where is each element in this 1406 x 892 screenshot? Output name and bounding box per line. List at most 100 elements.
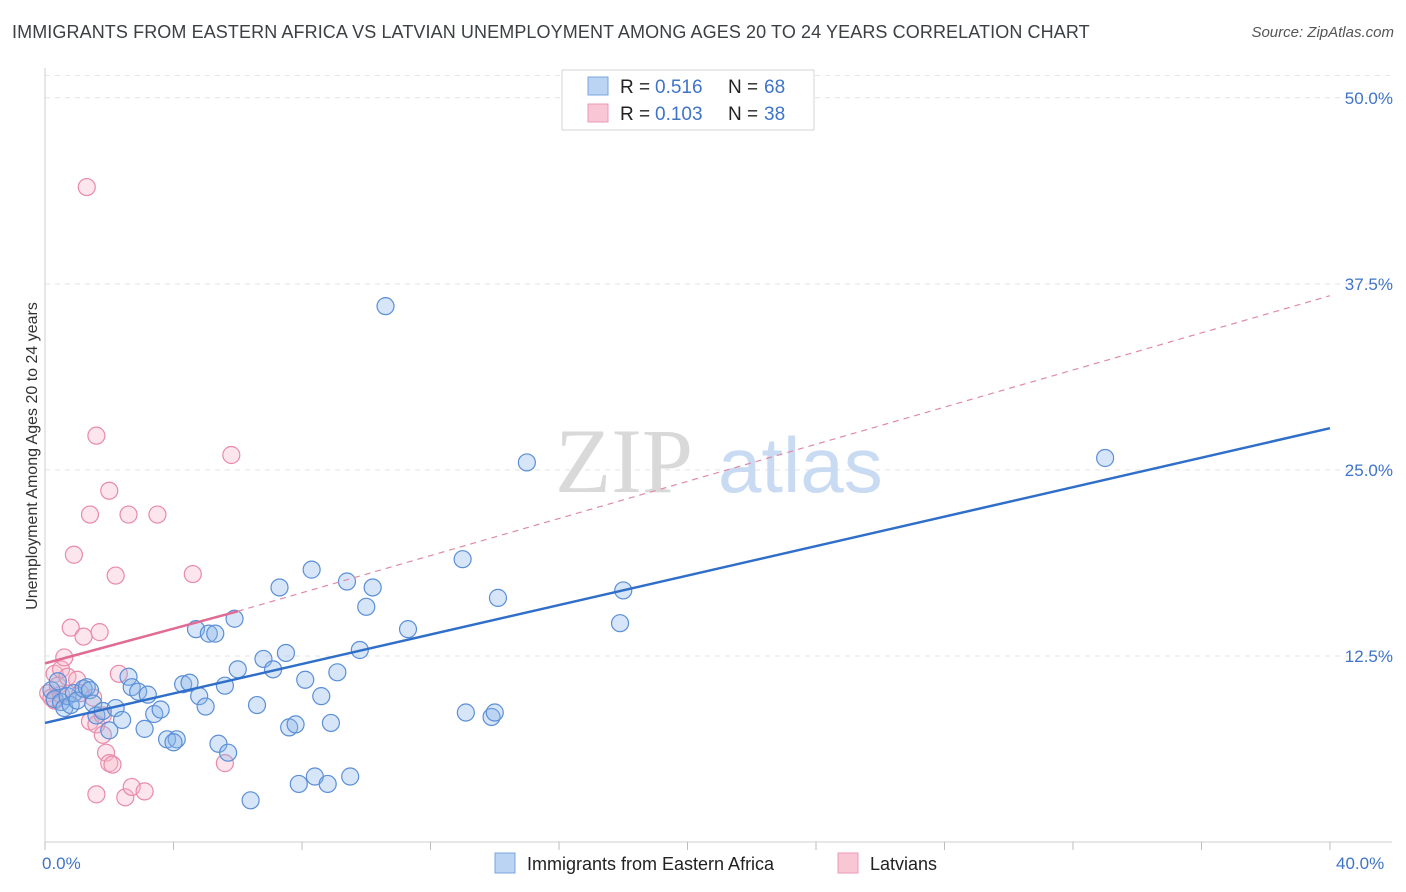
eastern-africa-point-71: [1096, 448, 1115, 468]
eastern-africa-point-63: [453, 550, 472, 569]
latvians-point-34: [183, 564, 202, 584]
eastern-africa-point-2: [48, 672, 67, 691]
eastern-africa-point-49: [296, 670, 315, 689]
eastern-africa-point-27: [164, 733, 183, 752]
eastern-africa-point-53: [318, 774, 337, 794]
eastern-africa-point-67: [488, 588, 508, 607]
latvians-point-27: [106, 566, 125, 585]
legend-bottom: Immigrants from Eastern Africa Latvians: [494, 852, 937, 874]
eastern-africa-point-55: [328, 663, 347, 682]
points-latvians: [39, 177, 241, 807]
eastern-africa-point-44: [270, 578, 289, 597]
y-tick-label-0: 12.5%: [1345, 647, 1393, 666]
eastern-africa-point-68: [517, 453, 536, 472]
latvians-point-18: [87, 785, 106, 804]
latvians-point-5: [51, 660, 71, 679]
points-eastern-africa: [42, 297, 1115, 810]
latvians-point-29: [116, 788, 135, 807]
legend-r-label-1: R =: [620, 77, 650, 98]
latvians-point-14: [77, 177, 96, 197]
latvians-point-24: [100, 481, 119, 500]
trend-line-latvians-extrapolated: [237, 295, 1331, 612]
y-tick-labels: 12.5% 25.0% 37.5% 50.0%: [1345, 89, 1393, 666]
watermark: ZIP atlas: [555, 410, 883, 512]
eastern-africa-point-32: [196, 697, 215, 716]
legend-top: R = 0.516 N = 68 R = 0.103 N = 38: [561, 69, 815, 131]
eastern-africa-point-48: [289, 774, 308, 794]
eastern-africa-point-61: [376, 297, 395, 316]
eastern-africa-point-50: [302, 560, 321, 579]
eastern-africa-point-34: [206, 624, 225, 643]
latvians-point-33: [148, 505, 167, 524]
latvians-point-13: [74, 627, 93, 646]
y-axis-label: Unemployment Among Ages 20 to 24 years: [24, 302, 41, 610]
chart-title: IMMIGRANTS FROM EASTERN AFRICA VS LATVIA…: [12, 22, 1090, 42]
eastern-africa-point-18: [119, 667, 138, 686]
trend-lines: [44, 295, 1331, 725]
axes: [44, 68, 1392, 850]
eastern-africa-point-33: [199, 624, 218, 643]
bottom-legend-swatch-pink: [837, 852, 859, 874]
eastern-africa-point-39: [228, 660, 247, 679]
latvians-point-9: [61, 618, 80, 637]
bottom-legend-label-1: Immigrants from Eastern Africa: [527, 854, 775, 874]
y-tick-label-3: 50.0%: [1345, 89, 1393, 108]
latvians-point-11: [68, 670, 87, 689]
legend-r-value-1: 0.516: [655, 77, 703, 98]
eastern-africa-point-28: [174, 675, 193, 694]
legend-n-value-2: 38: [764, 104, 785, 125]
y-tick-label-2: 37.5%: [1345, 275, 1393, 294]
latvians-point-30: [119, 505, 138, 524]
latvians-point-20: [90, 623, 109, 642]
x-tick-max: 40.0%: [1336, 854, 1384, 873]
trend-line-eastern-africa: [44, 426, 1331, 725]
eastern-africa-point-17: [112, 710, 132, 730]
legend-r-value-2: 0.103: [655, 104, 703, 125]
latvians-point-15: [80, 505, 100, 524]
eastern-africa-point-54: [321, 713, 341, 733]
eastern-africa-point-24: [151, 700, 170, 719]
watermark-zip: ZIP: [555, 410, 693, 512]
eastern-africa-point-11: [80, 681, 100, 700]
eastern-africa-point-41: [247, 695, 267, 715]
latvians-point-10: [64, 545, 84, 564]
trend-line-latvians: [44, 610, 239, 665]
latvians-point-37: [87, 426, 106, 445]
legend-r-label-2: R =: [620, 104, 650, 125]
eastern-africa-point-59: [357, 597, 376, 616]
eastern-africa-point-10: [77, 678, 96, 697]
eastern-africa-point-15: [100, 721, 119, 740]
eastern-africa-point-47: [286, 715, 305, 734]
eastern-africa-point-29: [180, 673, 199, 692]
latvians-point-36: [222, 445, 241, 465]
eastern-africa-point-66: [485, 703, 504, 722]
legend-n-label-1: N =: [728, 77, 758, 98]
legend-swatch-pink: [587, 103, 609, 123]
latvians-point-32: [135, 782, 154, 801]
eastern-africa-point-52: [312, 687, 331, 706]
eastern-africa-point-45: [276, 643, 296, 663]
eastern-africa-point-69: [610, 614, 630, 633]
x-tick-labels: 0.0% 40.0%: [42, 854, 1384, 873]
bottom-legend-label-2: Latvians: [870, 854, 937, 874]
source-label: Source: ZipAtlas.com: [1251, 24, 1394, 41]
watermark-atlas: atlas: [718, 421, 883, 509]
eastern-africa-point-40: [241, 791, 260, 810]
x-tick-min: 0.0%: [42, 854, 81, 873]
legend-swatch-blue: [587, 76, 609, 96]
latvians-point-35: [215, 754, 234, 773]
eastern-africa-point-56: [337, 572, 357, 591]
bottom-legend-swatch-blue: [494, 852, 516, 874]
eastern-africa-point-21: [135, 719, 154, 738]
latvians-point-26: [103, 755, 122, 774]
eastern-africa-point-60: [363, 578, 382, 597]
eastern-africa-point-57: [341, 767, 360, 786]
eastern-africa-point-26: [167, 730, 186, 749]
eastern-africa-point-64: [456, 703, 475, 722]
legend-n-label-2: N =: [728, 104, 758, 125]
eastern-africa-point-37: [219, 743, 238, 762]
eastern-africa-point-62: [398, 620, 418, 639]
legend-n-value-1: 68: [764, 77, 785, 98]
y-tick-label-1: 25.0%: [1345, 461, 1393, 480]
